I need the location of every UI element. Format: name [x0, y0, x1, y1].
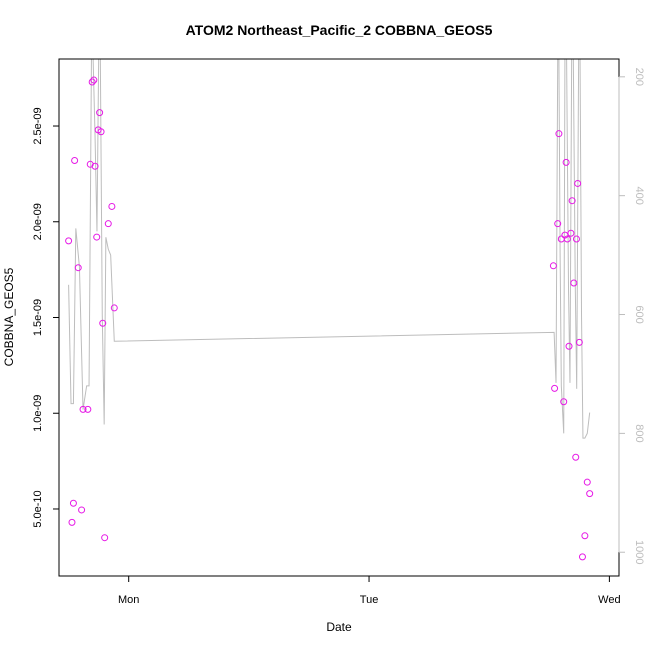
x-axis-title: Date [326, 620, 352, 634]
data-points-layer [65, 76, 594, 561]
data-point [586, 490, 594, 498]
data-point [110, 304, 118, 312]
right-pressure-axis: 200 400 600 800 1000 [618, 68, 645, 564]
data-point [104, 220, 112, 228]
data-point [575, 338, 583, 346]
data-point [79, 405, 87, 413]
data-point [101, 534, 109, 542]
data-point [583, 478, 591, 486]
data-point [560, 398, 568, 406]
data-point [78, 506, 86, 514]
y-tick-label: 2.0e-09 [32, 203, 44, 240]
x-tick-label: Mon [118, 594, 139, 606]
y-axis-title: COBBNA_GEOS5 [2, 267, 16, 366]
right-axis-tick-label: 400 [633, 187, 645, 205]
data-point [561, 231, 569, 239]
data-point [574, 179, 582, 187]
data-point [108, 202, 116, 210]
chart-title: ATOM2 Northeast_Pacific_2 COBBNA_GEOS5 [186, 22, 493, 38]
data-point [567, 229, 575, 237]
data-point [69, 499, 77, 507]
x-axis: Mon Tue Wed [118, 575, 621, 606]
data-point [74, 264, 82, 272]
data-point [563, 235, 571, 243]
y-tick-label: 1.0e-09 [32, 395, 44, 432]
x-tick-label: Tue [360, 594, 379, 606]
data-point [581, 532, 589, 540]
pressure-line [68, 59, 591, 439]
data-point [71, 156, 79, 164]
plot-frame [58, 58, 620, 577]
data-point [84, 405, 92, 413]
data-point [570, 279, 578, 287]
data-point [551, 384, 559, 392]
data-point [557, 235, 565, 243]
data-point [93, 233, 101, 241]
data-point [96, 109, 104, 117]
data-point [88, 78, 96, 86]
right-axis-tick-label: 600 [633, 305, 645, 323]
right-axis-tick-label: 800 [633, 424, 645, 442]
data-point [562, 158, 570, 166]
data-point [90, 76, 98, 84]
right-axis-tick-label: 200 [633, 68, 645, 86]
data-point [572, 453, 580, 461]
data-point [555, 130, 563, 138]
data-point [549, 262, 557, 270]
y-tick-label: 2.5e-09 [32, 107, 44, 144]
data-point [554, 220, 562, 228]
data-point [572, 235, 580, 243]
data-point [99, 319, 107, 327]
right-axis-tick-label: 1000 [633, 540, 645, 564]
y-tick-label: 1.5e-09 [32, 299, 44, 336]
data-point [568, 197, 576, 205]
y-axis: 5.0e-10 1.0e-09 1.5e-09 2.0e-09 2.5e-09 [32, 107, 60, 528]
data-point [65, 237, 73, 245]
data-point [91, 162, 99, 170]
x-tick-label: Wed [598, 594, 620, 606]
pressure-line-layer [68, 59, 591, 439]
data-point [578, 553, 586, 561]
data-point [97, 128, 105, 136]
data-point [565, 342, 573, 350]
y-tick-label: 5.0e-10 [32, 490, 44, 527]
data-point [68, 518, 76, 526]
data-point [86, 160, 94, 168]
